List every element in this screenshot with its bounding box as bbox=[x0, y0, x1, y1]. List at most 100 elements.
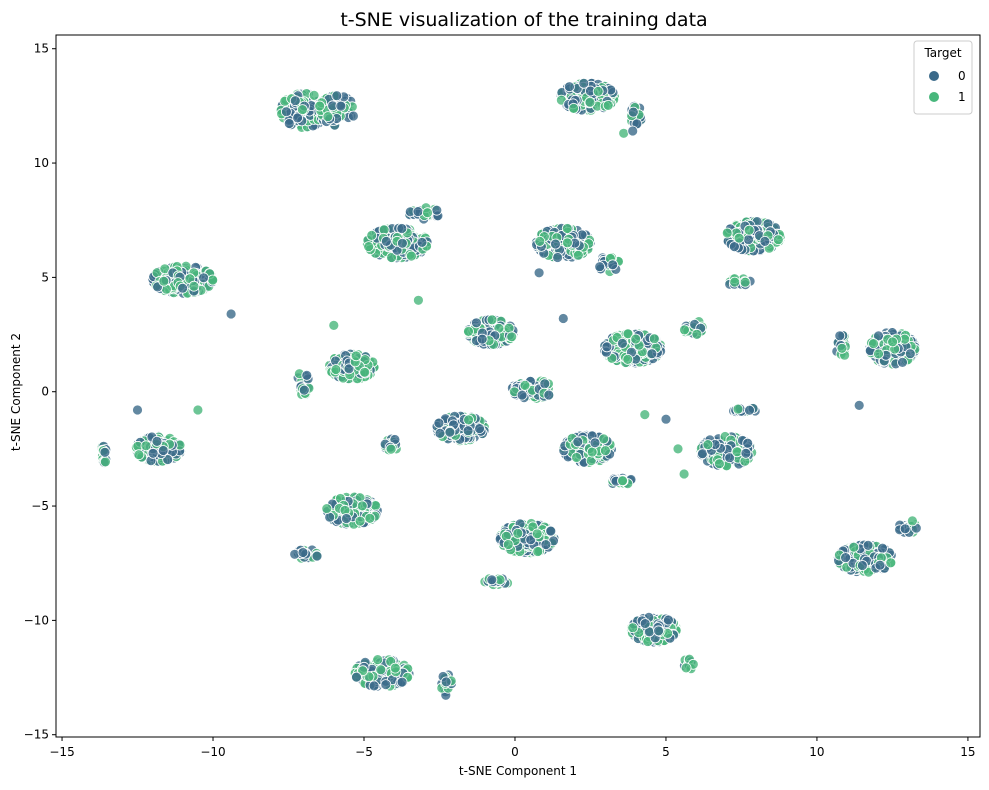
scatter-point-target-0 bbox=[301, 369, 313, 381]
scatter-point-target-1 bbox=[714, 458, 725, 470]
scatter-point-target-0 bbox=[132, 404, 143, 416]
x-tick-label: 10 bbox=[809, 745, 824, 759]
scatter-point-target-1 bbox=[359, 366, 371, 378]
scatter-point-target-0 bbox=[578, 77, 590, 89]
scatter-point-target-0 bbox=[396, 223, 408, 234]
y-tick-label: −15 bbox=[24, 728, 49, 742]
scatter-point-target-1 bbox=[412, 294, 424, 306]
legend: Target 0 1 bbox=[913, 40, 973, 115]
scatter-point-target-0 bbox=[627, 125, 639, 137]
scatter-point-target-1 bbox=[571, 452, 582, 463]
x-tick-label: −10 bbox=[200, 745, 225, 759]
scatter-point-target-1 bbox=[672, 443, 684, 455]
scatter-point-target-0 bbox=[283, 118, 295, 129]
scatter-point-target-1 bbox=[356, 500, 368, 512]
scatter-point-target-0 bbox=[840, 552, 851, 563]
scatter-point-target-1 bbox=[702, 439, 714, 451]
scatter-point-target-1 bbox=[617, 475, 628, 487]
scatter-point-target-0 bbox=[225, 308, 237, 320]
scatter-point-target-0 bbox=[297, 547, 309, 558]
legend-label-1: 1 bbox=[958, 90, 966, 104]
scatter-point-target-0 bbox=[834, 330, 846, 342]
scatter-point-target-0 bbox=[462, 425, 474, 437]
scatter-point-target-1 bbox=[422, 207, 433, 219]
scatter-point-target-0 bbox=[564, 81, 575, 93]
scatter-point-target-1 bbox=[389, 662, 401, 674]
scatter-point-target-0 bbox=[368, 680, 380, 692]
scatter-point-target-0 bbox=[743, 234, 754, 246]
scatter-point-target-1 bbox=[887, 336, 898, 348]
scatter-point-target-1 bbox=[158, 275, 170, 287]
scatter-point-target-1 bbox=[375, 664, 387, 676]
scatter-point-target-1 bbox=[321, 503, 333, 515]
scatter-point-target-1 bbox=[733, 232, 745, 244]
scatter-point-target-0 bbox=[434, 427, 446, 439]
scatter-point-target-1 bbox=[743, 224, 755, 236]
scatter-point-target-0 bbox=[589, 437, 601, 449]
scatter-point-target-0 bbox=[550, 238, 561, 250]
scatter-point-target-1 bbox=[531, 528, 543, 540]
y-tick-label: −10 bbox=[24, 613, 49, 627]
y-tick-label: 15 bbox=[34, 42, 49, 56]
scatter-point-target-0 bbox=[601, 341, 613, 353]
scatter-point-target-1 bbox=[739, 276, 751, 288]
scatter-point-target-0 bbox=[740, 447, 752, 459]
x-axis-ticks: −15 −10 −5 0 5 10 15 bbox=[49, 737, 976, 759]
scatter-point-target-0 bbox=[335, 100, 347, 112]
scatter-point-target-1 bbox=[354, 515, 366, 527]
scatter-point-target-0 bbox=[298, 384, 310, 396]
y-tick-label: 0 bbox=[41, 385, 49, 399]
scatter-point-target-0 bbox=[874, 559, 886, 571]
scatter-point-target-0 bbox=[351, 671, 362, 683]
y-tick-label: 5 bbox=[41, 270, 49, 284]
scatter-point-target-1 bbox=[506, 331, 518, 343]
x-tick-label: 0 bbox=[511, 745, 519, 759]
scatter-point-target-1 bbox=[562, 237, 573, 249]
legend-label-0: 0 bbox=[958, 69, 966, 83]
scatter-point-target-1 bbox=[772, 234, 784, 246]
scatter-point-target-0 bbox=[729, 241, 740, 253]
scatter-point-target-0 bbox=[646, 348, 658, 360]
scatter-point-target-1 bbox=[207, 274, 219, 286]
legend-marker-0 bbox=[929, 71, 939, 81]
scatter-point-target-1 bbox=[322, 111, 334, 122]
x-tick-label: −5 bbox=[355, 745, 373, 759]
scatter-point-target-1 bbox=[584, 96, 596, 108]
scatter-point-target-0 bbox=[533, 267, 545, 279]
scatter-point-target-0 bbox=[540, 539, 552, 550]
scatter-point-target-0 bbox=[516, 389, 528, 401]
scatter-point-target-0 bbox=[444, 426, 456, 438]
scatter-point-target-0 bbox=[396, 237, 408, 249]
scatter-point-target-1 bbox=[364, 512, 376, 524]
y-tick-label: −5 bbox=[31, 499, 49, 513]
scatter-point-target-1 bbox=[868, 338, 879, 350]
scatter-point-target-1 bbox=[630, 333, 642, 345]
scatter-point-target-1 bbox=[372, 654, 384, 665]
scatter-point-target-0 bbox=[412, 206, 424, 218]
scatter-point-target-1 bbox=[532, 546, 544, 557]
scatter-point-target-1 bbox=[679, 324, 690, 336]
scatter-point-target-0 bbox=[857, 560, 868, 571]
scatter-point-target-1 bbox=[600, 445, 611, 457]
scatter-point-target-0 bbox=[904, 348, 916, 360]
scatter-point-target-1 bbox=[731, 446, 743, 458]
scatter-point-target-1 bbox=[486, 314, 498, 326]
scatter-point-target-1 bbox=[350, 350, 362, 362]
scatter-point-target-0 bbox=[380, 679, 392, 690]
scatter-point-target-1 bbox=[836, 342, 848, 354]
scatter-point-target-1 bbox=[512, 528, 524, 539]
scatter-point-target-1 bbox=[602, 100, 614, 111]
scatter-point-target-0 bbox=[594, 261, 606, 273]
scatter-point-target-0 bbox=[617, 337, 628, 349]
scatter-point-target-0 bbox=[539, 378, 551, 390]
scatter-point-target-1 bbox=[363, 241, 375, 253]
scatter-point-target-1 bbox=[502, 539, 514, 550]
scatter-point-target-1 bbox=[873, 348, 884, 360]
scatter-point-target-0 bbox=[440, 676, 452, 688]
scatter-point-target-1 bbox=[907, 515, 918, 527]
scatter-point-target-0 bbox=[433, 417, 445, 429]
scatter-point-target-0 bbox=[663, 614, 674, 626]
scatter-point-target-1 bbox=[463, 325, 474, 337]
scatter-point-target-1 bbox=[385, 443, 397, 455]
